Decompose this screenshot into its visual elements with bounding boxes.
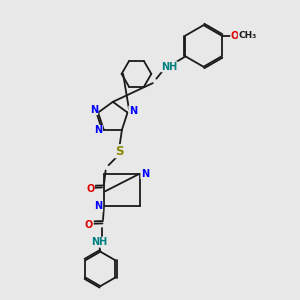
Text: O: O	[231, 31, 239, 40]
Text: CH₃: CH₃	[238, 31, 256, 40]
Text: NH: NH	[161, 62, 177, 72]
Text: O: O	[86, 184, 94, 194]
Text: N: N	[129, 106, 137, 116]
Text: N: N	[94, 125, 103, 135]
Text: N: N	[94, 202, 103, 212]
Text: NH: NH	[91, 237, 107, 247]
Text: S: S	[115, 145, 123, 158]
Text: O: O	[85, 220, 93, 230]
Text: N: N	[90, 105, 98, 115]
Text: N: N	[141, 169, 149, 179]
